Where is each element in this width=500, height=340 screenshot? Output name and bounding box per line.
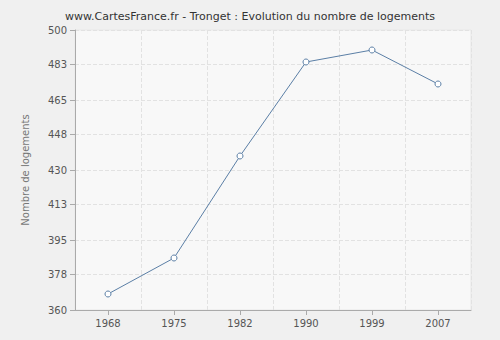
svg-text:483: 483 xyxy=(48,59,67,70)
svg-text:1968: 1968 xyxy=(95,318,120,329)
svg-text:1990: 1990 xyxy=(293,318,318,329)
svg-text:360: 360 xyxy=(48,305,67,316)
svg-text:448: 448 xyxy=(48,129,67,140)
svg-text:Nombre de logements: Nombre de logements xyxy=(20,114,31,225)
svg-text:www.CartesFrance.fr - Tronget: www.CartesFrance.fr - Tronget : Evolutio… xyxy=(65,10,435,23)
svg-text:1982: 1982 xyxy=(227,318,252,329)
svg-text:2007: 2007 xyxy=(425,318,450,329)
svg-text:430: 430 xyxy=(48,165,67,176)
svg-text:413: 413 xyxy=(48,199,67,210)
svg-text:378: 378 xyxy=(48,269,67,280)
svg-text:1975: 1975 xyxy=(161,318,186,329)
svg-text:1999: 1999 xyxy=(359,318,384,329)
svg-text:465: 465 xyxy=(48,95,67,106)
svg-text:500: 500 xyxy=(48,25,67,36)
svg-text:395: 395 xyxy=(48,235,67,246)
